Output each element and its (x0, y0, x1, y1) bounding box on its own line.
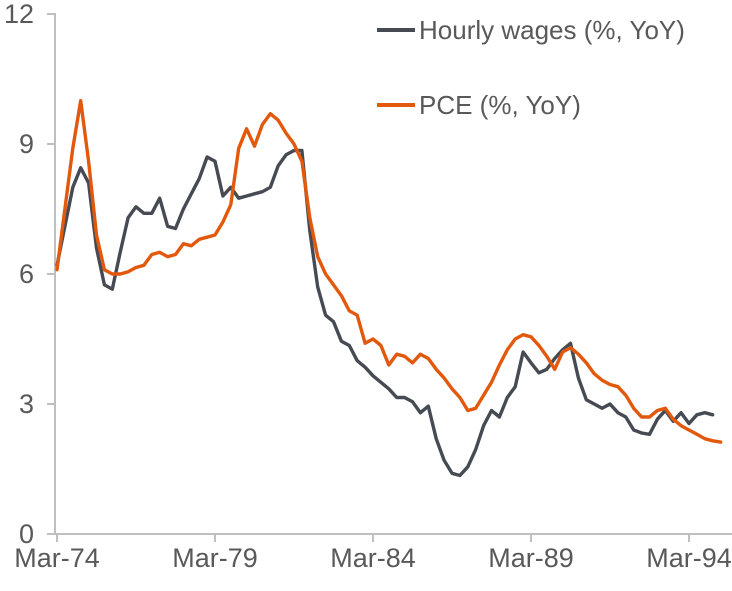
pce-legend-label: PCE (%, YoY) (419, 90, 581, 120)
pce-line (55, 98, 723, 444)
wages-legend-swatch (377, 28, 415, 32)
y-axis-label: 3 (18, 389, 34, 419)
y-axis-label: 12 (3, 0, 34, 29)
x-axis-label: Mar-89 (488, 543, 574, 573)
x-axis-label: Mar-74 (14, 543, 100, 573)
hourly-wages-line (55, 148, 715, 478)
x-axis-label: Mar-79 (172, 543, 258, 573)
wages-legend-label: Hourly wages (%, YoY) (419, 15, 685, 45)
x-axis-label: Mar-84 (330, 543, 416, 573)
y-axis-label: 0 (18, 519, 34, 549)
y-axis-label: 6 (18, 259, 34, 289)
pce-legend-swatch (377, 103, 415, 107)
x-axis-label: Mar-94 (646, 543, 732, 573)
y-axis-label: 9 (18, 129, 34, 159)
